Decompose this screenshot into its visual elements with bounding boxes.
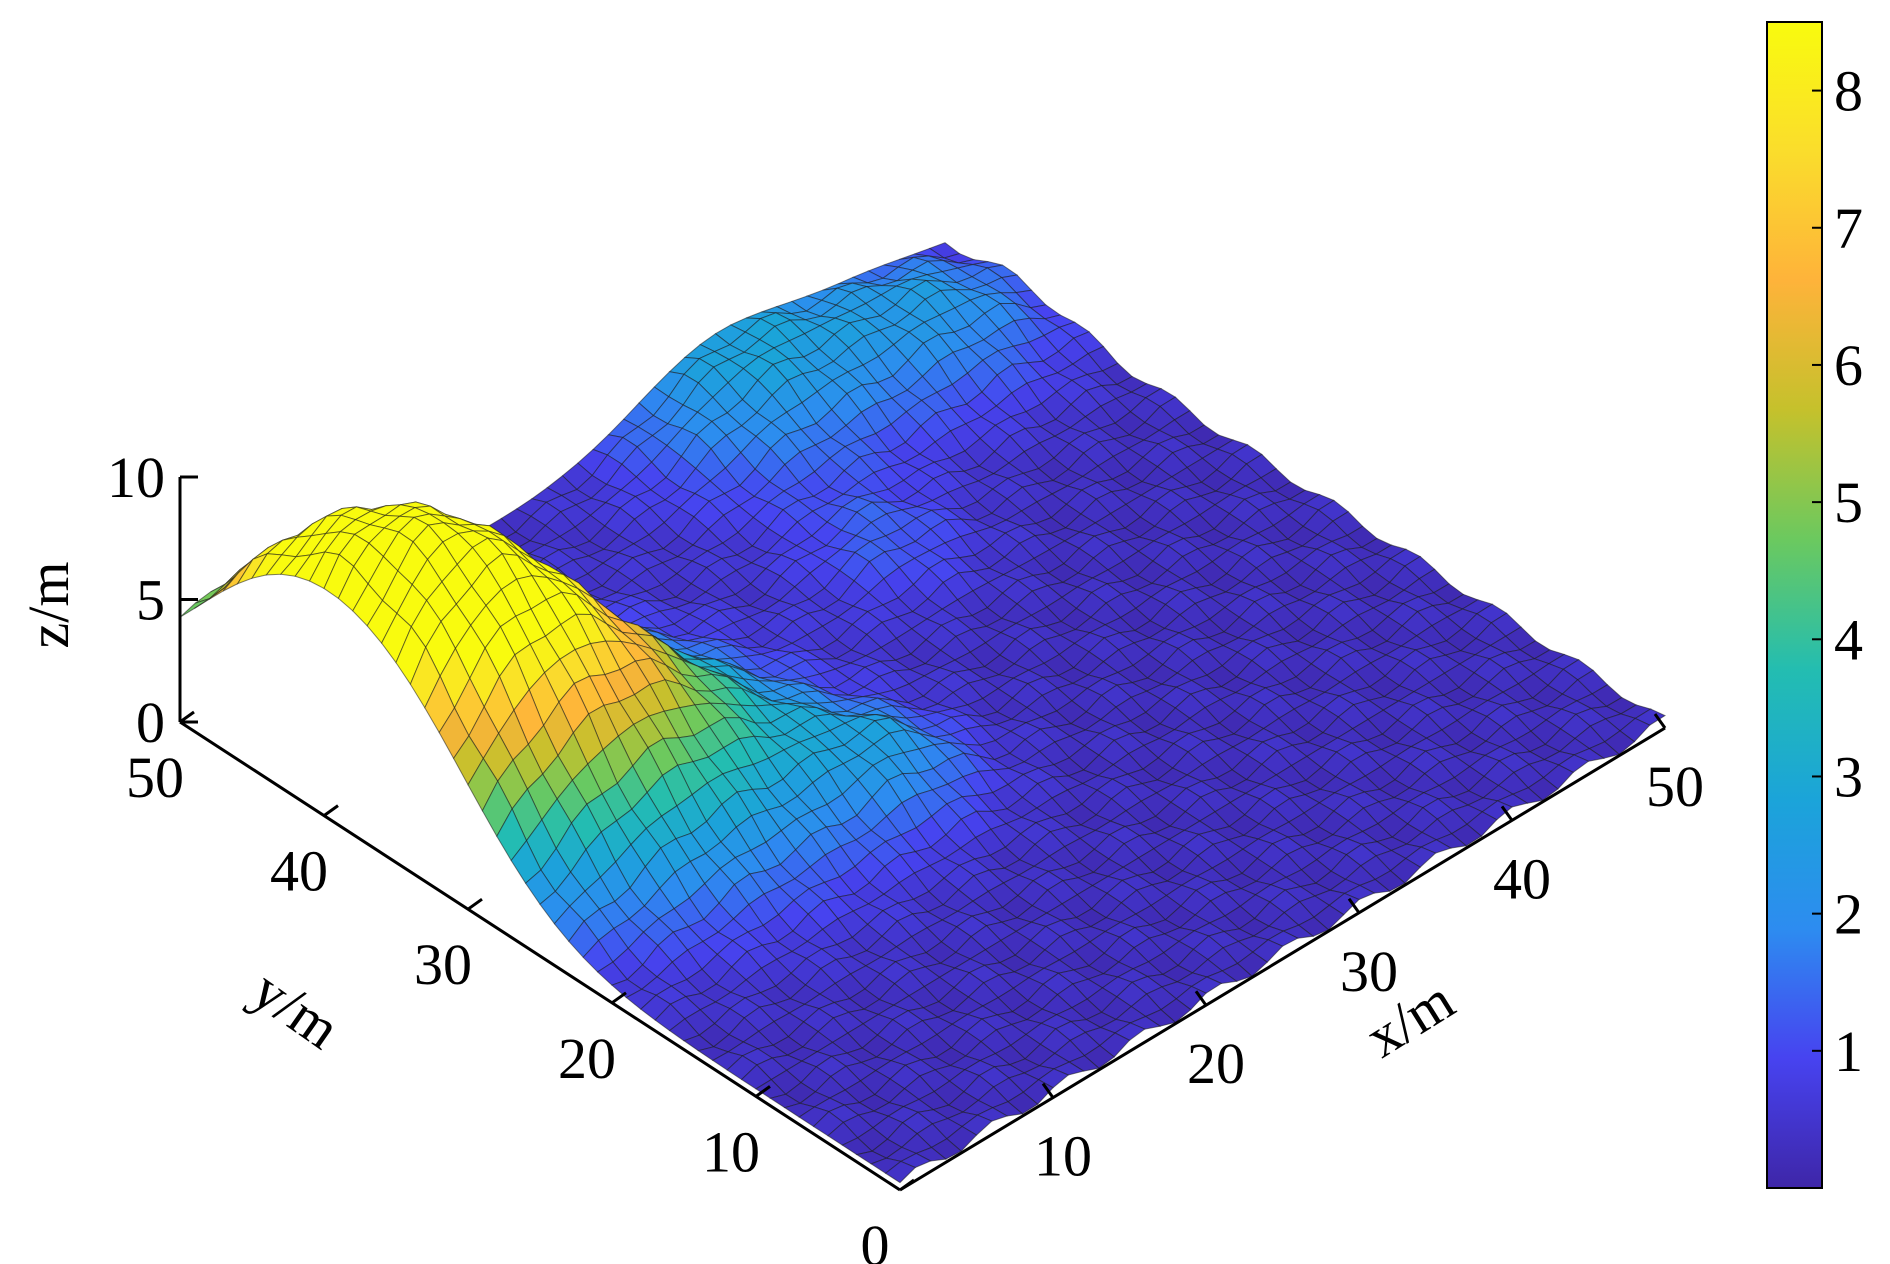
colorbar-gradient [1766, 21, 1823, 1189]
z-tick-label: 10 [107, 445, 165, 510]
x-tick-mark [1194, 990, 1208, 1007]
y-tick-label: 0 [861, 1213, 890, 1264]
colorbar-tick-label: 8 [1834, 59, 1863, 124]
colorbar-tick-label: 7 [1834, 196, 1863, 261]
y-tick-mark [899, 1178, 915, 1192]
y-axis-title: y/m [241, 957, 352, 1062]
colorbar-tick-label: 3 [1834, 744, 1863, 809]
surface-cell [195, 583, 226, 604]
colorbar-tick-label: 1 [1834, 1019, 1863, 1084]
x-tick-label: 30 [1340, 939, 1398, 1004]
colorbar-tick-label: 5 [1834, 470, 1863, 535]
y-tick-label: 40 [270, 839, 328, 904]
y-tick-mark [323, 804, 339, 817]
y-tick-mark [179, 710, 195, 724]
surface-mesh [179, 242, 1667, 1184]
x-tick-mark [1347, 897, 1361, 914]
x-tick-label: 20 [1187, 1031, 1245, 1096]
x-tick-label: 50 [1646, 754, 1704, 819]
surface-cell [884, 1160, 917, 1184]
z-tick-label: 0 [136, 690, 165, 755]
y-tick-label: 10 [702, 1119, 760, 1184]
z-tick-label: 5 [136, 568, 165, 633]
colorbar-tick-label: 4 [1834, 607, 1863, 672]
y-axis-line [179, 720, 901, 1192]
x-axis-line [899, 726, 1666, 1192]
axes [178, 475, 1667, 1192]
x-tick-mark [1041, 1082, 1055, 1099]
colorbar-tick-label: 2 [1834, 882, 1863, 947]
y-tick-label: 30 [414, 932, 472, 997]
x-tick-label: 40 [1493, 846, 1551, 911]
x-tick-mark [1653, 713, 1667, 729]
z-axis-title: z/m [16, 562, 81, 649]
y-tick-label: 50 [126, 745, 184, 810]
y-tick-label: 20 [558, 1026, 616, 1091]
y-tick-mark [467, 897, 483, 911]
y-tick-mark [755, 1085, 771, 1098]
colorbar-tick-label: 6 [1834, 333, 1863, 398]
x-tick-label: 10 [1034, 1124, 1092, 1189]
colorbar: 1 2 3 4 5 6 7 8 [1766, 21, 1863, 1189]
y-tick-mark [611, 991, 627, 1005]
x-tick-mark [1500, 805, 1514, 822]
